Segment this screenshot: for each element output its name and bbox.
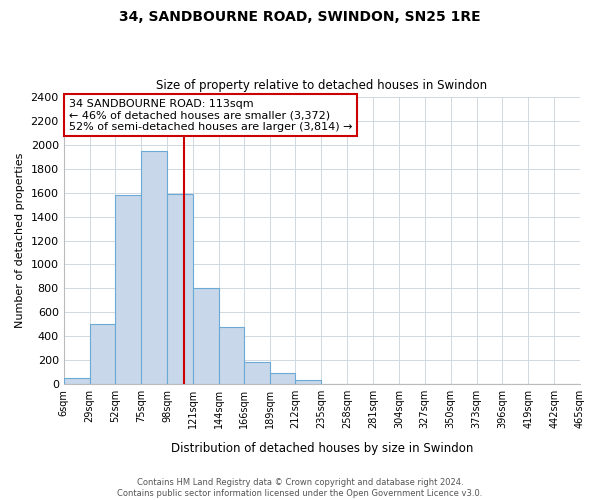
Bar	[269, 373, 295, 384]
Text: 34 SANDBOURNE ROAD: 113sqm
← 46% of detached houses are smaller (3,372)
52% of s: 34 SANDBOURNE ROAD: 113sqm ← 46% of deta…	[69, 99, 352, 132]
Bar	[115, 195, 141, 384]
Bar	[64, 378, 89, 384]
Bar	[193, 288, 219, 384]
Bar	[219, 327, 244, 384]
Title: Size of property relative to detached houses in Swindon: Size of property relative to detached ho…	[156, 79, 487, 92]
Bar	[141, 151, 167, 384]
X-axis label: Distribution of detached houses by size in Swindon: Distribution of detached houses by size …	[170, 442, 473, 455]
Text: 34, SANDBOURNE ROAD, SWINDON, SN25 1RE: 34, SANDBOURNE ROAD, SWINDON, SN25 1RE	[119, 10, 481, 24]
Bar	[89, 324, 115, 384]
Bar	[244, 362, 269, 384]
Y-axis label: Number of detached properties: Number of detached properties	[15, 153, 25, 328]
Bar	[167, 194, 193, 384]
Text: Contains HM Land Registry data © Crown copyright and database right 2024.
Contai: Contains HM Land Registry data © Crown c…	[118, 478, 482, 498]
Bar	[295, 380, 321, 384]
